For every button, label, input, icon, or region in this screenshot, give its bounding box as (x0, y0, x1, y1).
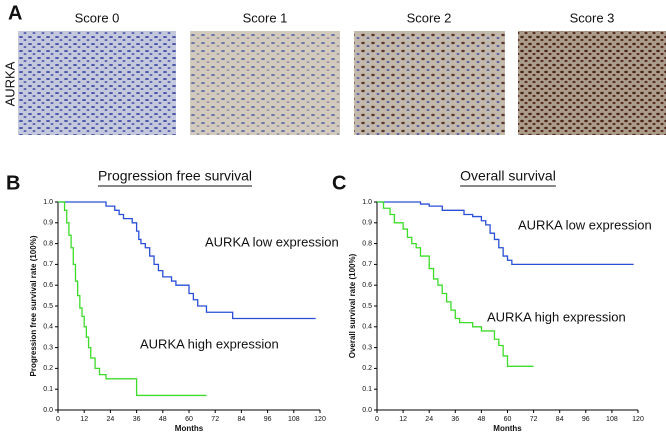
x-tick-label: 72 (211, 416, 219, 423)
x-tick-label: 12 (80, 416, 88, 423)
x-tick-label: 24 (107, 416, 115, 423)
chart-title: Progression free survival (98, 168, 252, 184)
ihc-image (18, 31, 176, 135)
y-tick-label: 0.2 (43, 365, 53, 372)
annotation: AURKA low expression (205, 234, 339, 249)
survival-curve (377, 201, 534, 367)
y-tick-label: 0.6 (362, 282, 372, 289)
y-tick-label: 0.0 (43, 407, 53, 414)
annotation: AURKA low expression (518, 217, 652, 232)
y-tick-label: 0.4 (362, 324, 372, 331)
y-axis-label: Progression free survival rate (100%) (29, 235, 38, 376)
x-axis-label: Months (493, 424, 522, 433)
survival-curve (58, 201, 316, 320)
x-tick-label: 12 (399, 416, 407, 423)
y-tick-label: 1.0 (362, 199, 372, 206)
y-tick-label: 0.9 (43, 220, 53, 227)
y-tick-label: 0.1 (43, 386, 53, 393)
annotation: AURKA high expression (487, 309, 626, 324)
ihc-image (190, 31, 340, 135)
x-tick-label: 120 (632, 416, 644, 423)
survival-curve (58, 201, 207, 397)
score-label: Score 3 (570, 10, 615, 25)
score-label: Score 0 (75, 10, 120, 25)
score-label: Score 1 (243, 10, 288, 25)
survival-curve (377, 201, 634, 266)
y-tick-label: 0.7 (362, 261, 372, 268)
x-tick-label: 120 (314, 416, 326, 423)
ihc-image (518, 31, 666, 135)
y-tick-label: 0.9 (362, 220, 372, 227)
y-tick-label: 0.2 (362, 365, 372, 372)
x-tick-label: 24 (425, 416, 433, 423)
x-tick-label: 48 (159, 416, 167, 423)
row-label: AURKA (2, 61, 17, 106)
ihc-image (354, 31, 505, 135)
x-tick-label: 96 (582, 416, 590, 423)
annotation: AURKA high expression (140, 336, 279, 351)
y-tick-label: 0.8 (362, 240, 372, 247)
y-tick-label: 0.4 (43, 324, 53, 331)
y-tick-label: 0.8 (43, 240, 53, 247)
x-tick-label: 48 (478, 416, 486, 423)
y-tick-label: 0.3 (362, 344, 372, 351)
x-tick-label: 108 (288, 416, 300, 423)
x-axis-label: Months (175, 424, 204, 433)
x-tick-label: 0 (56, 416, 60, 423)
x-tick-label: 72 (530, 416, 538, 423)
y-tick-label: 0.7 (43, 261, 53, 268)
y-tick-label: 0.1 (362, 386, 372, 393)
y-tick-label: 0.5 (362, 303, 372, 310)
y-tick-label: 0.6 (43, 282, 53, 289)
x-tick-label: 108 (606, 416, 618, 423)
x-tick-label: 0 (375, 416, 379, 423)
y-tick-label: 1.0 (43, 199, 53, 206)
x-tick-label: 96 (264, 416, 272, 423)
score-label: Score 2 (407, 10, 452, 25)
y-tick-label: 0.0 (362, 407, 372, 414)
x-tick-label: 36 (133, 416, 141, 423)
y-tick-label: 0.3 (43, 344, 53, 351)
panel-label: C (332, 172, 346, 194)
panel-label: A (8, 2, 22, 24)
x-tick-label: 60 (185, 416, 193, 423)
x-tick-label: 84 (238, 416, 246, 423)
x-tick-label: 60 (504, 416, 512, 423)
y-axis-label: Overall survival rate (100%) (348, 253, 357, 358)
x-tick-label: 36 (451, 416, 459, 423)
x-tick-label: 84 (556, 416, 564, 423)
panel-label: B (6, 172, 20, 194)
y-tick-label: 0.5 (43, 303, 53, 310)
chart-title: Overall survival (460, 168, 556, 184)
